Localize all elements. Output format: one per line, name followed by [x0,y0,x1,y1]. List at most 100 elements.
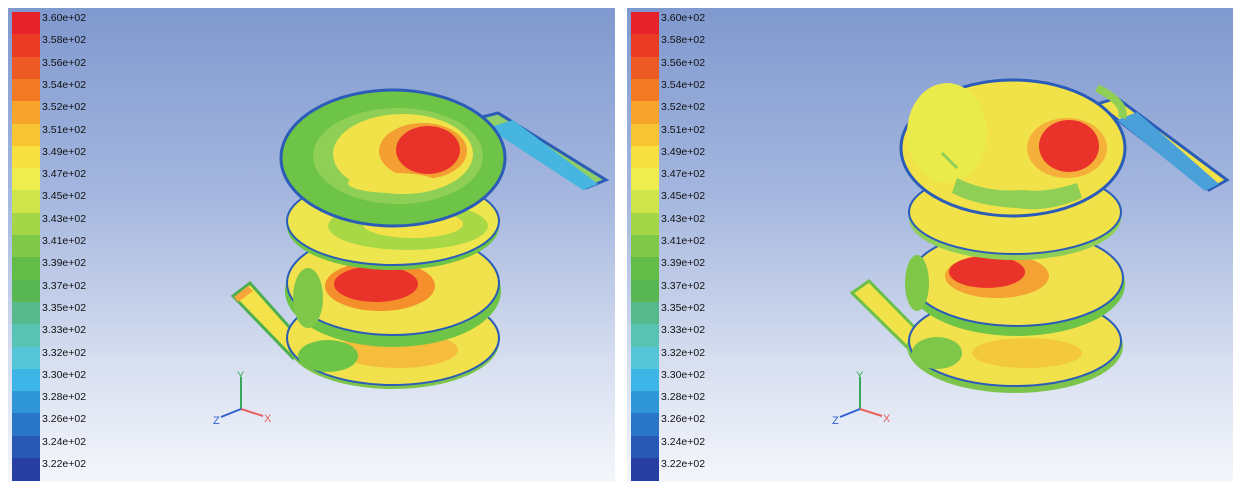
colorbar-label: 3.52e+02 [661,101,706,114]
colorbar-swatch [631,56,659,80]
colorbar-label: 3.43e+02 [42,212,87,225]
colorbar-swatch [12,145,40,170]
colorbar-label: 3.60e+02 [661,12,706,24]
colorbar-swatch [12,458,40,482]
colorbar-label: 3.47e+02 [661,168,706,181]
colorbar-swatch [12,346,40,370]
colorbar-swatch [631,78,659,103]
colorbar-label: 3.60e+02 [42,12,87,24]
colorbar-label: 3.33e+02 [42,324,87,337]
svg-text:Z: Z [213,415,220,426]
colorbar-label: 3.58e+02 [42,34,87,47]
colorbar-swatch [631,257,659,281]
colorbar-swatch [631,413,659,437]
colorbar-swatches [631,12,659,482]
colorbar-label: 3.33e+02 [661,324,706,337]
colorbar-swatch [12,56,40,80]
colorbar-swatch [12,413,40,437]
colorbar-swatch [12,78,40,103]
colorbar-label: 3.28e+02 [661,391,706,404]
colorbar-swatch [12,368,40,393]
colorbar-label: 3.56e+02 [661,56,706,69]
colorbar-label: 3.54e+02 [42,78,87,91]
colorbar-swatch [12,324,40,348]
colorbar-label: 3.43e+02 [661,212,706,225]
colorbar-swatch [12,301,40,326]
colorbar-label: 3.37e+02 [42,279,87,292]
colorbar-label: 3.52e+02 [42,101,87,114]
colorbar-label: 3.47e+02 [42,168,87,181]
colorbar-label: 3.35e+02 [661,301,706,314]
colorbar-swatch [631,391,659,415]
colorbar-label: 3.26e+02 [42,413,87,426]
colorbar-swatch [631,279,659,303]
colorbar-swatch [12,235,40,259]
colorbar-label: 3.22e+02 [42,458,87,470]
colorbar-swatch [631,346,659,370]
colorbar-label: 3.39e+02 [661,257,706,270]
axis-triad: Y X Z [832,371,897,426]
colorbar-label: 3.22e+02 [661,458,706,470]
colorbar-label: 3.54e+02 [661,78,706,91]
colorbar: 3.60e+02 3.58e+02 3.56e+02 3.54e+02 3.52e+02… [8,8,138,482]
disk-top [899,78,1127,218]
svg-text:X: X [264,413,272,425]
colorbar-label: 3.30e+02 [661,368,706,381]
colorbar-label: 3.51e+02 [42,123,87,136]
colorbar-swatch [631,34,659,58]
colorbar-swatch [631,190,659,214]
colorbar-swatch [631,145,659,170]
colorbar-swatch [12,279,40,303]
svg-text:Y: Y [856,371,864,382]
colorbar-label: 3.51e+02 [661,123,706,136]
colorbar-label: 3.32e+02 [42,346,87,359]
colorbar-swatch [12,34,40,58]
colorbar-label: 3.28e+02 [42,391,87,404]
colorbar-swatch [631,123,659,147]
colorbar-label: 3.24e+02 [42,435,87,448]
contour-panel-right: 3.60e+02 3.58e+02 3.56e+02 3.54e+02 3.52e+02… [627,8,1233,482]
colorbar-label: 3.24e+02 [661,435,706,448]
colorbar-label: 3.58e+02 [661,34,706,47]
colorbar-label: 3.30e+02 [42,368,87,381]
svg-text:Y: Y [237,371,245,382]
colorbar-swatch [631,235,659,259]
outlet-duct [474,111,610,190]
colorbar: 3.60e+02 3.58e+02 3.56e+02 3.54e+02 3.52e+02… [627,8,757,482]
colorbar-label: 3.56e+02 [42,56,87,69]
colorbar-swatch [631,368,659,393]
colorbar-label: 3.37e+02 [661,279,706,292]
colorbar-label: 3.49e+02 [661,145,706,158]
colorbar-swatch [12,212,40,236]
contour-panel-left: 3.60e+02 3.58e+02 3.56e+02 3.54e+02 3.52e+02… [8,8,615,482]
colorbar-label: 3.41e+02 [661,235,706,247]
colorbar-label: 3.35e+02 [42,301,87,314]
colorbar-swatch [12,435,40,459]
colorbar-swatch [12,391,40,415]
svg-text:Z: Z [832,415,839,426]
colorbar-label: 3.32e+02 [661,346,706,359]
colorbar-swatch [12,257,40,281]
colorbar-label: 3.49e+02 [42,145,87,158]
temperature-contour-scene [849,78,1230,393]
colorbar-swatch [631,12,659,36]
colorbar-swatch [12,168,40,192]
colorbar-swatch [12,101,40,125]
colorbar-swatch [631,458,659,482]
colorbar-swatch [12,190,40,214]
colorbar-swatch [631,101,659,125]
svg-text:X: X [883,413,891,425]
colorbar-swatch [631,435,659,459]
colorbar-label: 3.45e+02 [661,190,706,203]
colorbar-swatch [631,301,659,326]
colorbar-swatch [631,212,659,236]
colorbar-label: 3.39e+02 [42,257,87,270]
axis-triad: Y X Z [213,371,278,426]
colorbar-label: 3.41e+02 [42,235,87,247]
temperature-contour-scene [230,88,610,389]
colorbar-label: 3.26e+02 [661,413,706,426]
colorbar-label: 3.45e+02 [42,190,87,203]
colorbar-swatch [12,12,40,36]
disk-top [279,88,507,228]
colorbar-swatch [631,324,659,348]
